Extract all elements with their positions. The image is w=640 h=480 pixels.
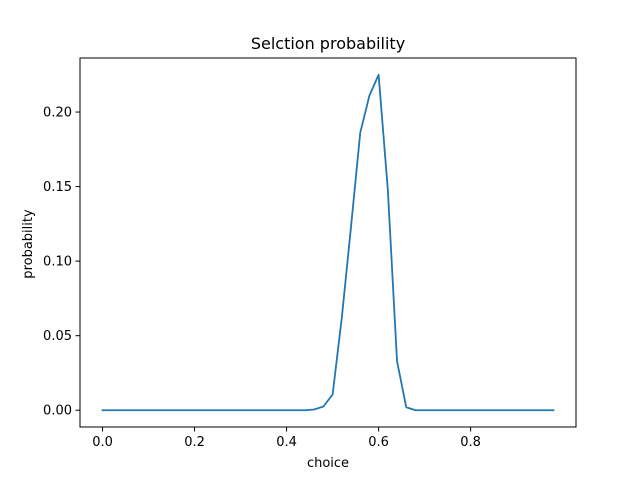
x-tick-label: 0.8	[460, 435, 481, 450]
axes-frame	[79, 57, 577, 428]
y-tick-label: 0.00	[43, 404, 72, 419]
x-tick-label: 0.6	[368, 435, 389, 450]
x-tick-label: 0.0	[92, 435, 113, 450]
y-tick-label: 0.10	[43, 255, 72, 270]
x-axis-label: choice	[307, 456, 349, 471]
x-tick-label: 0.4	[276, 435, 297, 450]
y-tick-label: 0.15	[43, 180, 72, 195]
series-line-0	[101, 73, 555, 412]
x-tick-label: 0.2	[184, 435, 205, 450]
y-tick-label: 0.20	[43, 106, 72, 121]
y-tick-label: 0.05	[43, 329, 72, 344]
plot-area: 0.0 0.2 0.4 0.6 0.8 0.00 0.05 0.10 0.15 0.20	[43, 57, 577, 450]
chart-title: Selction probability	[251, 34, 405, 53]
y-axis-label: probability	[21, 209, 36, 279]
